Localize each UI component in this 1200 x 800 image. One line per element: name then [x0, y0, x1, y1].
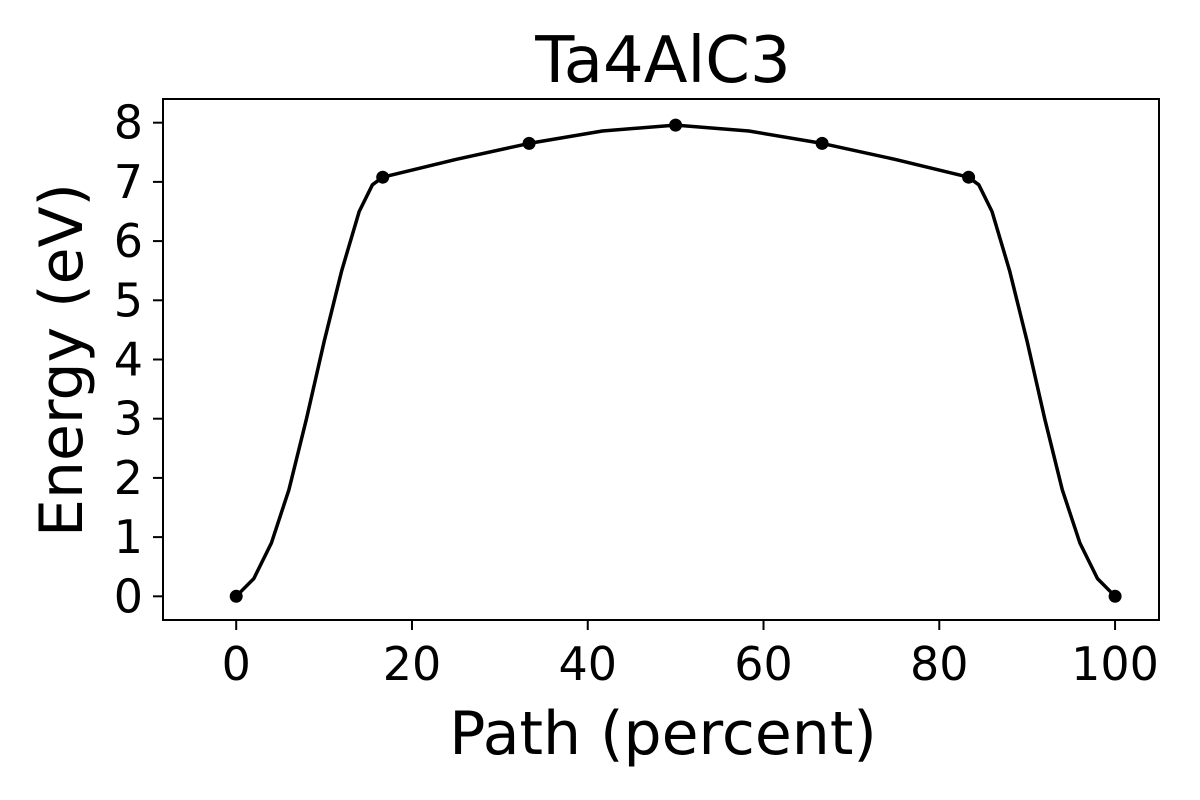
y-tick-label-3: 3	[114, 392, 143, 446]
y-tick-label-1: 1	[114, 510, 143, 564]
y-tick-label-5: 5	[114, 273, 143, 327]
data-point-2	[522, 136, 536, 150]
y-tick-label-0: 0	[114, 569, 143, 623]
chart-title: Ta4AlC3	[534, 24, 790, 98]
y-tick-label-6: 6	[114, 214, 143, 268]
curve-layer	[234, 123, 1117, 598]
x-tick-label-60: 60	[734, 637, 793, 691]
data-point-3	[669, 118, 683, 132]
energy-curve	[234, 123, 1117, 598]
data-point-0	[229, 589, 243, 603]
y-axis-label: Energy (eV)	[27, 183, 97, 537]
x-tick-label-0: 0	[222, 637, 251, 691]
data-point-5	[962, 170, 976, 184]
x-tick-label-100: 100	[1071, 637, 1159, 691]
data-point-6	[1108, 589, 1122, 603]
x-tick-label-40: 40	[558, 637, 617, 691]
data-point-4	[815, 136, 829, 150]
x-axis-label: Path (percent)	[449, 699, 877, 769]
y-tick-label-4: 4	[114, 333, 143, 387]
y-tick-label-7: 7	[114, 155, 143, 209]
data-point-1	[376, 170, 390, 184]
x-axis-ticks: 0 20 40 60 80 100	[222, 620, 1159, 691]
y-tick-label-8: 8	[114, 96, 143, 150]
plot-frame	[162, 98, 1160, 621]
x-tick-label-20: 20	[383, 637, 442, 691]
points-layer	[229, 118, 1122, 603]
x-tick-label-80: 80	[910, 637, 969, 691]
y-tick-label-2: 2	[114, 451, 143, 505]
